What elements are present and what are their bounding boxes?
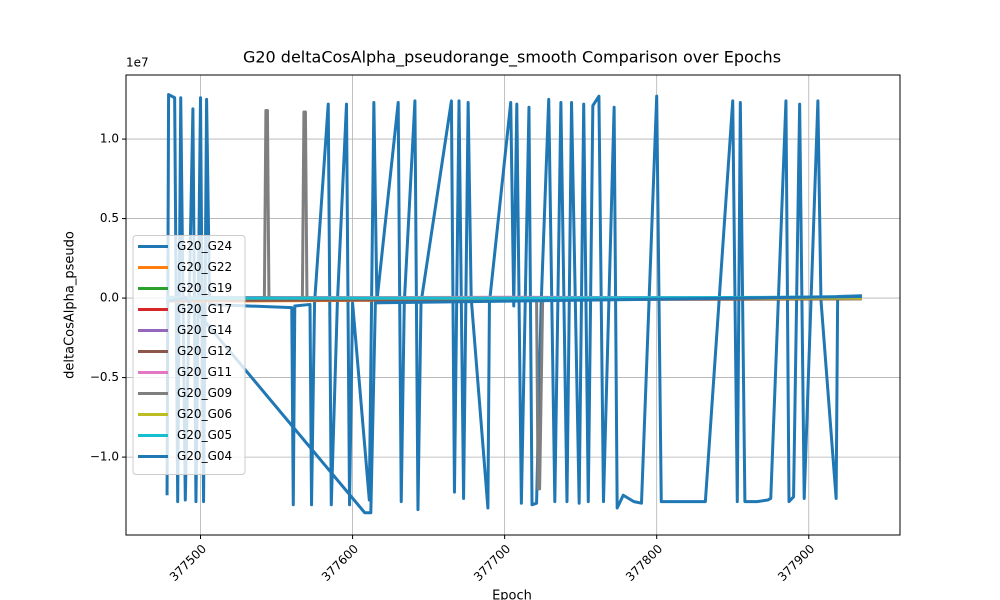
legend: G20_G24 G20_G22 G20_G19 G20_G17 G20_G14 G20_G… xyxy=(132,235,246,475)
y-tick-label: 1.0 xyxy=(100,132,119,146)
legend-label: G20_G22 xyxy=(177,260,232,274)
y-tick-label: −0.5 xyxy=(90,370,119,384)
legend-label: G20_G12 xyxy=(177,344,232,358)
legend-label: G20_G04 xyxy=(177,449,232,463)
series-line xyxy=(165,93,863,512)
series-line xyxy=(167,108,862,491)
plot-frame xyxy=(125,74,901,536)
x-tick-label: 377500 xyxy=(167,542,209,584)
legend-label: G20_G14 xyxy=(177,323,232,337)
x-tick-label: 377800 xyxy=(623,542,665,584)
y-tick-label: 0.0 xyxy=(100,291,119,305)
x-tick-label: 377900 xyxy=(775,542,817,584)
legend-label: G20_G17 xyxy=(177,302,232,316)
x-axis-label: Epoch xyxy=(492,589,532,600)
plot-area xyxy=(165,93,863,515)
y-offset-label: 1e7 xyxy=(126,56,149,70)
chart-title: G20 deltaCosAlpha_pseudorange_smooth Com… xyxy=(243,48,781,68)
legend-label: G20_G19 xyxy=(177,281,232,295)
y-axis-label: deltaCosAlpha_pseudo xyxy=(63,231,78,379)
y-tick-label: −1.0 xyxy=(90,450,119,464)
legend-label: G20_G05 xyxy=(177,428,232,442)
legend-label: G20_G24 xyxy=(177,239,232,253)
x-tick-label: 377700 xyxy=(471,542,513,584)
legend-label: G20_G09 xyxy=(177,386,232,400)
legend-label: G20_G06 xyxy=(177,407,232,421)
x-tick-label: 377600 xyxy=(319,542,361,584)
legend-label: G20_G11 xyxy=(177,365,232,379)
y-tick-label: 0.5 xyxy=(100,211,119,225)
series-line xyxy=(166,294,862,515)
